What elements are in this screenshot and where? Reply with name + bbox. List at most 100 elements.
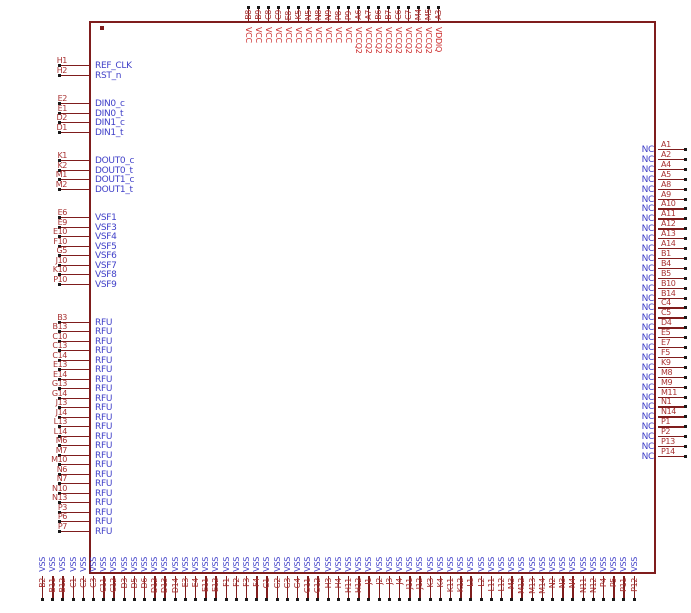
pin-endpoint-dot <box>183 598 187 601</box>
pin-endpoint-dot <box>684 336 687 340</box>
pin-stub <box>358 576 360 600</box>
pin-number: N2 <box>548 578 557 589</box>
pin-stub <box>268 9 270 21</box>
pin-number: B3 <box>57 312 67 322</box>
pin-number: B5 <box>661 268 671 278</box>
pin-name: RFU <box>95 507 113 518</box>
pin-endpoint-dot <box>58 453 61 457</box>
pin-stub <box>215 576 217 600</box>
pin-name: VSS <box>466 557 476 572</box>
pin-number: C13 <box>52 341 67 350</box>
pin-stub <box>399 576 401 600</box>
pin-name: VCCQ2 <box>394 27 403 54</box>
pin-stub <box>123 576 125 600</box>
pin-stub <box>307 576 309 600</box>
pin-stub <box>93 576 95 600</box>
pin-stub <box>103 576 105 600</box>
pin-stub <box>368 9 370 21</box>
pin-stub <box>61 407 89 409</box>
pin-endpoint-dot <box>234 598 238 601</box>
pin-endpoint-dot <box>520 598 524 601</box>
pin-number: H11 <box>344 578 353 593</box>
pin-name: VSS <box>191 557 200 572</box>
pin-stub <box>658 416 686 418</box>
pin-stub <box>61 179 89 181</box>
pin-number: N1 <box>661 397 672 407</box>
pin-number: P4 <box>599 578 608 588</box>
pin-number: M4 <box>414 8 423 20</box>
pin-number: K4 <box>435 578 445 588</box>
pin-stub <box>658 188 686 190</box>
pin-name: NC <box>641 204 655 215</box>
pin-stub <box>658 149 686 151</box>
pin-name: VSS <box>272 557 282 572</box>
pin-name: NC <box>641 323 655 334</box>
pin-name: VSS <box>129 557 139 572</box>
pin-name: VSS <box>78 557 88 572</box>
pin-stub <box>164 576 166 600</box>
pin-number: L11 <box>486 578 496 592</box>
pin-endpoint-dot <box>58 159 61 162</box>
pin-stub <box>388 576 391 600</box>
pin-number: P11 <box>619 578 629 592</box>
pin-endpoint-dot <box>684 435 687 439</box>
pin-endpoint-dot <box>58 235 61 238</box>
pin-stub <box>144 576 146 600</box>
symbol-origin-dot <box>100 26 104 30</box>
pin-endpoint-dot <box>602 598 605 601</box>
pin-endpoint-dot <box>58 501 61 504</box>
pin-number: N13 <box>52 493 67 502</box>
pin-number: B13 <box>52 322 68 331</box>
pin-name: NC <box>641 194 655 205</box>
pin-endpoint-dot <box>479 598 483 601</box>
pin-name: VSF1 <box>95 213 117 223</box>
pin-name: RFU <box>95 479 113 489</box>
pin-stub <box>501 576 503 600</box>
pin-stub <box>61 283 89 285</box>
pin-endpoint-dot <box>500 598 503 601</box>
pin-stub <box>658 386 686 388</box>
pin-name: VSS <box>395 557 404 572</box>
pin-endpoint-dot <box>153 598 157 601</box>
pin-endpoint-dot <box>58 225 61 229</box>
pin-name: VCC <box>314 27 323 43</box>
pin-name: VSS <box>119 557 129 572</box>
pin-name: VSF6 <box>95 251 117 261</box>
pin-endpoint-dot <box>58 491 61 495</box>
pin-endpoint-dot <box>58 510 61 514</box>
pin-endpoint-dot <box>684 316 687 320</box>
pin-number: P3 <box>57 502 68 512</box>
pin-endpoint-dot <box>58 111 61 115</box>
pin-number: M3 <box>507 578 517 590</box>
pin-stub <box>61 378 89 380</box>
pin-endpoint-dot <box>58 244 61 248</box>
pin-stub <box>658 228 686 230</box>
pin-name: VSS <box>446 557 455 572</box>
pin-endpoint-dot <box>540 598 544 601</box>
pin-endpoint-dot <box>326 598 330 601</box>
pin-stub <box>297 576 299 600</box>
pin-stub <box>61 331 89 333</box>
pin-name: VSF4 <box>95 232 117 242</box>
pin-number: C2 <box>78 578 88 588</box>
pin-endpoint-dot <box>684 266 687 270</box>
pin-name: VSS <box>48 557 58 572</box>
pin-endpoint-dot <box>417 6 420 9</box>
pin-number: K3 <box>425 578 435 588</box>
pin-endpoint-dot <box>684 237 687 241</box>
pin-number: E2 <box>57 94 68 103</box>
pin-name: RFU <box>95 450 113 461</box>
pin-stub <box>592 576 595 600</box>
pin-endpoint-dot <box>684 286 687 290</box>
pin-stub <box>205 576 207 600</box>
pin-number: H4 <box>333 578 343 589</box>
pin-name: RFU <box>95 412 113 423</box>
pin-stub <box>286 576 289 600</box>
pin-name: RFU <box>95 431 113 442</box>
pin-endpoint-dot <box>684 385 687 389</box>
pin-name: VCC <box>264 27 273 43</box>
pin-number: E7 <box>661 338 671 347</box>
pin-endpoint-dot <box>163 598 167 601</box>
pin-name: NC <box>641 362 655 373</box>
